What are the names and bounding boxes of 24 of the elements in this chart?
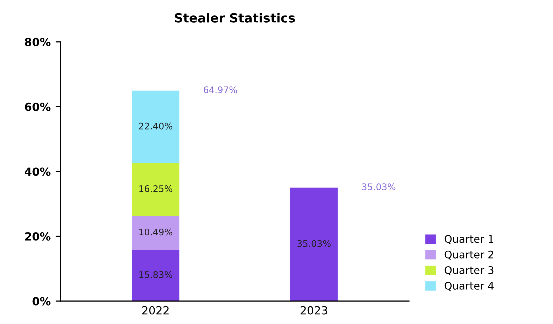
y-tick-label: 80% [25,38,51,46]
legend-label: Quarter 3 [444,266,494,276]
legend-label: Quarter 2 [444,250,494,260]
data-label: 16.25% [140,186,173,192]
bar [132,90,180,164]
x-tick-label: 2023 [300,306,328,315]
legend-label: Quarter 4 [444,282,494,292]
x-tick-label: 2022 [142,306,169,315]
data-label: 10.49% [140,228,173,236]
data-label: 22.40% [139,122,173,130]
legend-label: Quarter 1 [444,235,494,244]
total-label: 35.03% [362,184,396,190]
bar [132,216,180,250]
data-label: 15.83% [140,271,173,278]
y-tick-label: 60% [25,102,51,112]
bar [132,250,180,302]
total-label: 64.97% [204,86,238,94]
y-tick-label: 40% [25,168,51,176]
y-tick-label: 20% [25,232,51,241]
data-label: 35.03% [298,240,331,248]
bar [290,188,338,302]
chart-title: Stealer Statistics [175,13,296,23]
y-tick-label: 0% [32,297,51,306]
bar [132,163,180,216]
